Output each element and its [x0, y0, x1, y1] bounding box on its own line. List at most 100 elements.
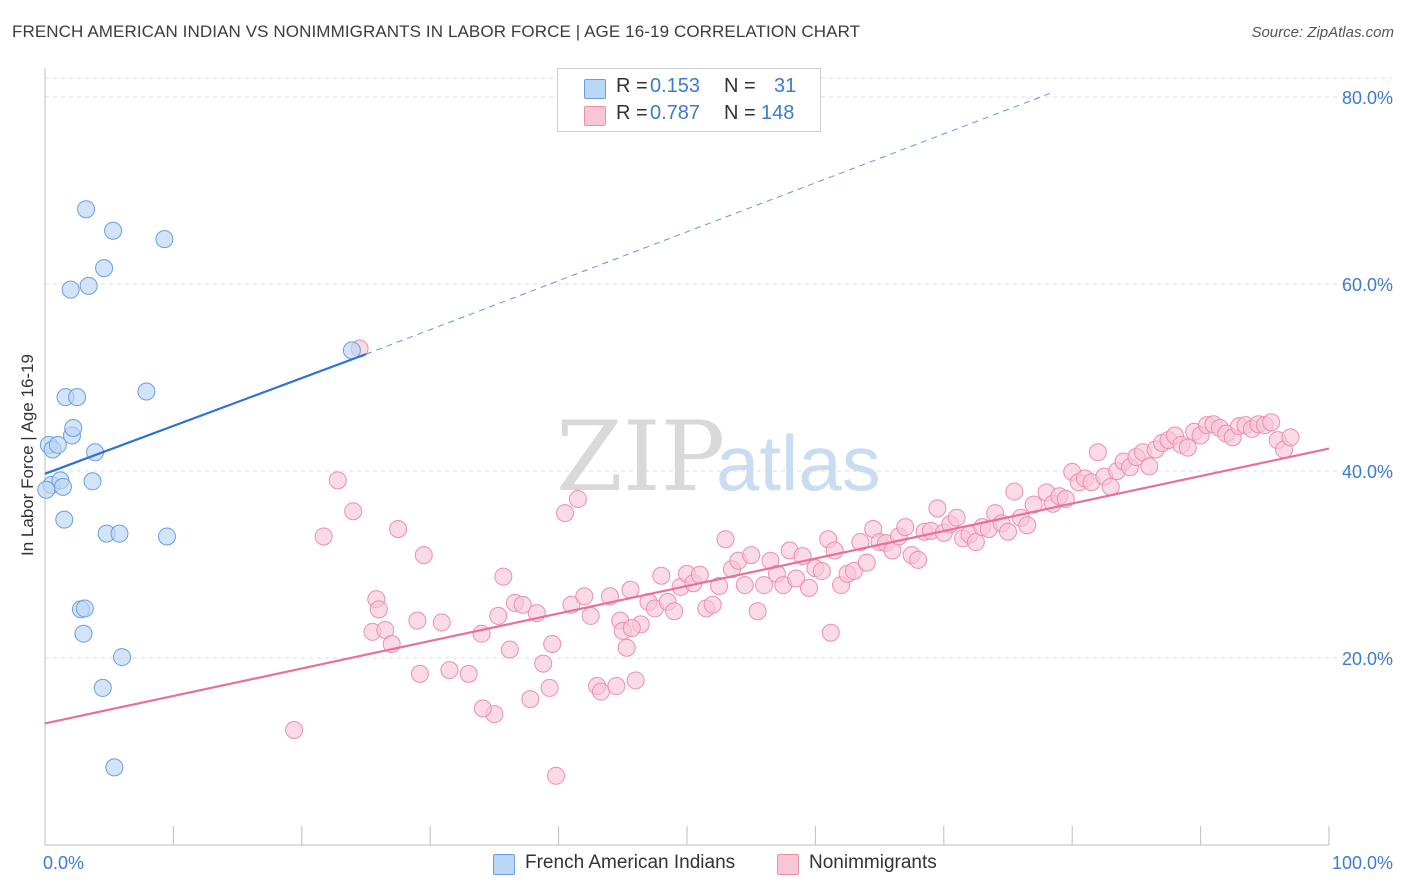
french-american-indians-point — [104, 221, 123, 240]
nonimmigrants-point — [1140, 457, 1159, 476]
nonimmigrants-point — [414, 546, 433, 565]
nonimmigrants-point — [591, 682, 610, 701]
nonimmigrants-point — [1005, 482, 1024, 501]
french-american-indians-point — [48, 435, 67, 454]
x-tick-label: 100.0% — [1332, 853, 1393, 873]
french-american-indians-point — [155, 230, 174, 249]
french-american-indians-point — [53, 477, 72, 496]
legend-r-value: 0.787 — [650, 102, 701, 124]
nonimmigrants-point — [665, 602, 684, 621]
nonimmigrants-point — [473, 699, 492, 718]
source-credit: Source: ZipAtlas.com — [1251, 24, 1394, 41]
nonimmigrants-point — [1101, 477, 1120, 496]
nonimmigrants-point — [581, 606, 600, 625]
nonimmigrants-point — [489, 606, 508, 625]
zipatlas-watermark: ZIP atlas — [556, 401, 881, 513]
nonimmigrants-point — [547, 766, 566, 785]
nonimmigrants-point — [748, 602, 767, 621]
nonimmigrants-point — [1018, 516, 1037, 535]
french-american-indians-point — [137, 382, 156, 401]
bottom-legend-label: Nonimmigrants — [809, 852, 937, 873]
nonimmigrants-point — [703, 595, 722, 614]
x-tick-label: 0.0% — [43, 853, 84, 873]
nonimmigrants-point — [928, 499, 947, 518]
nonimmigrants-point — [440, 661, 459, 680]
nonimmigrants-point — [787, 569, 806, 588]
blue-swatch — [493, 854, 515, 875]
y-tick-label: 80.0% — [1342, 88, 1393, 108]
french-american-indians-trendline-extension — [365, 91, 1054, 355]
nonimmigrants-point — [844, 562, 863, 581]
nonimmigrants-point — [626, 671, 645, 690]
legend-r-label: R = — [616, 75, 648, 97]
nonimmigrants-point — [851, 533, 870, 552]
nonimmigrants-point — [999, 522, 1017, 541]
nonimmigrants-point — [621, 580, 640, 599]
nonimmigrants-point — [1281, 428, 1300, 447]
french-american-indians-point — [95, 259, 114, 278]
legend-n-label: N = — [724, 102, 756, 124]
nonimmigrants-point — [742, 546, 761, 565]
nonimmigrants-point — [1088, 443, 1107, 462]
nonimmigrants-point — [799, 578, 818, 597]
correlation-legend: R = 0.153 N = 31 R = 0.787 N = 148 — [557, 68, 821, 132]
french-american-indians-point — [105, 758, 124, 777]
pink-swatch — [777, 854, 799, 875]
nonimmigrants-point — [966, 533, 985, 552]
french-american-indians-point — [79, 276, 98, 295]
legend-r-value: 0.153 — [650, 75, 701, 97]
nonimmigrants-point — [543, 634, 562, 653]
nonimmigrants-point — [540, 678, 559, 697]
french-american-indians-point — [55, 510, 74, 529]
nonimmigrants-point — [821, 623, 840, 642]
french-american-indians-point — [74, 624, 93, 643]
legend-r-label: R = — [616, 102, 648, 124]
legend-n-value: 31 — [774, 75, 797, 97]
nonimmigrants-point — [716, 530, 735, 549]
watermark-atlas: atlas — [716, 419, 881, 507]
nonimmigrants-point — [652, 566, 671, 585]
gridlines — [45, 77, 1392, 659]
nonimmigrants-point — [568, 490, 587, 509]
nonimmigrants-point — [556, 504, 575, 523]
axes — [44, 68, 1330, 846]
french-american-indians-point — [157, 527, 176, 546]
tick-labels: 20.0% 40.0% 60.0% 80.0% 0.0% 100.0% — [43, 88, 1393, 873]
nonimmigrants-point — [622, 619, 641, 638]
legend-n-value: 148 — [761, 102, 795, 124]
french-american-indians-point — [61, 280, 80, 299]
nonimmigrants-point — [607, 677, 626, 696]
nonimmigrants-point — [690, 565, 709, 584]
nonimmigrants-point — [947, 508, 966, 527]
french-american-indians-trendline — [44, 353, 367, 475]
nonimmigrants-point — [755, 576, 774, 595]
french-american-indians-point — [37, 480, 56, 499]
french-american-indians-point — [110, 524, 129, 543]
nonimmigrants-point — [459, 664, 478, 683]
nonimmigrants-point — [575, 587, 594, 606]
pink-swatch — [584, 106, 606, 126]
nonimmigrants-point — [617, 638, 636, 657]
nonimmigrants-point — [710, 577, 729, 596]
nonimmigrants-point — [909, 550, 928, 569]
nonimmigrants-point — [1178, 438, 1197, 457]
nonimmigrants-point — [857, 553, 876, 572]
y-tick-label: 60.0% — [1342, 275, 1393, 295]
y-tick-label: 40.0% — [1342, 462, 1393, 482]
french-american-indians-point — [64, 418, 83, 437]
french-american-indians-point — [113, 648, 132, 667]
nonimmigrants-points — [285, 339, 1300, 785]
nonimmigrants-point — [408, 611, 427, 630]
bottom-legend-label: French American Indians — [525, 852, 736, 873]
nonimmigrants-point — [410, 664, 429, 683]
nonimmigrants-point — [1262, 413, 1281, 432]
chart-title: FRENCH AMERICAN INDIAN VS NONIMMIGRANTS … — [12, 22, 861, 41]
legend-n-label: N = — [724, 75, 756, 97]
nonimmigrants-point — [432, 613, 451, 632]
nonimmigrants-trendline — [44, 447, 1330, 725]
nonimmigrants-point — [500, 640, 519, 659]
trendlines — [44, 91, 1330, 725]
nonimmigrants-point — [735, 576, 754, 595]
y-tick-label: 20.0% — [1342, 649, 1393, 669]
